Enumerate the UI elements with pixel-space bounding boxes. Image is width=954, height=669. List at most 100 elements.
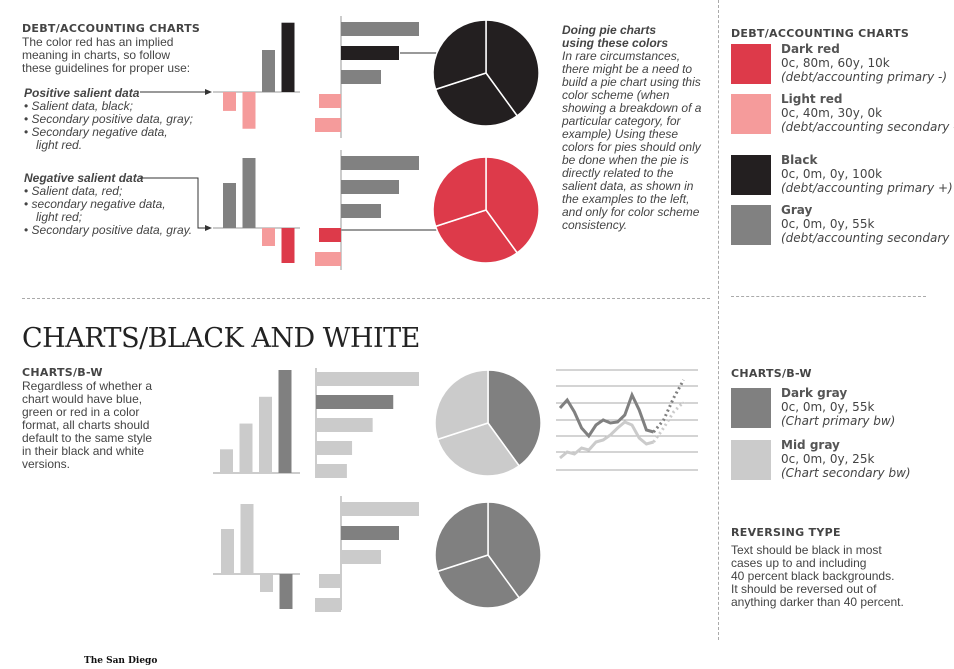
divider	[731, 296, 926, 297]
bar	[341, 526, 399, 540]
swatch-name: Mid gray	[781, 438, 840, 452]
text-line: directly related to the	[562, 166, 674, 180]
color-swatch	[731, 440, 771, 480]
bar	[341, 550, 381, 564]
swatch-cmyk: 0c, 0m, 0y, 100k	[781, 167, 883, 181]
bar	[239, 423, 253, 473]
swatch-use: (debt/accounting primary -)	[781, 70, 948, 84]
reversing-type-heading: REVERSING TYPE	[731, 526, 841, 539]
bw-heading: CHARTS/B-W	[22, 366, 103, 379]
bw-body: Regardless of whether a chart would have …	[22, 380, 192, 471]
color-swatch	[731, 205, 771, 245]
color-swatch	[731, 388, 771, 428]
swatch-name: Gray	[781, 203, 813, 217]
bar	[316, 441, 353, 455]
text-line: consistency.	[562, 218, 628, 232]
red-neg-horizontal-bar-chart	[315, 150, 419, 270]
swatch-use: (Chart secondary bw)	[781, 466, 911, 480]
pie-note-body: In rare circumstances, there might be a n…	[562, 50, 712, 232]
intro-line: these guidelines for proper use:	[22, 61, 191, 75]
bar	[281, 228, 295, 263]
swatch-use: (debt/accounting secondary +)	[781, 231, 954, 245]
bar	[279, 574, 293, 609]
text-line: versions.	[22, 457, 71, 471]
negative-salient-list: Salient data, red; secondary negative da…	[24, 185, 209, 237]
text-line: default to the same style	[22, 431, 153, 445]
bar	[315, 598, 341, 612]
pie-slice	[434, 209, 519, 264]
text-line: colors for pies should only	[562, 140, 701, 154]
bar	[262, 228, 275, 246]
pie-slice	[487, 369, 542, 467]
red-pos-pie-chart	[432, 19, 540, 127]
bar	[281, 22, 295, 93]
leader-line	[140, 177, 206, 229]
bar	[315, 252, 341, 266]
text-line: color scheme (when	[562, 88, 670, 102]
text-line: build a pie chart using this	[562, 75, 701, 89]
swatch-name: Light red	[781, 92, 843, 106]
debt-charts-heading: DEBT/ACCOUNTING CHARTS	[22, 22, 201, 35]
bar	[341, 70, 381, 84]
text-line: the examples to the left,	[562, 192, 690, 206]
red-pos-vertical-bar-chart	[213, 22, 300, 129]
list-item: Salient data, red;	[24, 185, 209, 198]
text-line: Regardless of whether a	[22, 379, 153, 393]
bar	[316, 395, 394, 409]
positive-salient-list: Salient data, black; Secondary positive …	[24, 100, 209, 152]
pie-note-title: Doing pie charts	[562, 23, 657, 37]
negative-salient-title: Negative salient data	[24, 171, 144, 185]
bw-pie-chart	[434, 369, 542, 477]
text-line: be done when the pie is	[562, 153, 689, 167]
positive-salient-title: Positive salient data	[24, 86, 140, 100]
bar	[240, 504, 254, 574]
text-line: showing a breakdown of a	[562, 101, 702, 115]
bar	[242, 92, 256, 129]
bar	[316, 418, 373, 432]
pie-slice	[432, 156, 487, 228]
swatch-cmyk: 0c, 40m, 30y, 0k	[781, 106, 883, 120]
text-line: particular category, for	[562, 114, 681, 128]
bw-horizontal-bar-chart	[315, 368, 419, 478]
color-swatch	[731, 94, 771, 134]
pie-slice	[432, 19, 487, 91]
bar	[221, 529, 234, 574]
pie-slice	[485, 156, 540, 254]
bar	[319, 94, 341, 108]
intro-line: The color red has an implied	[22, 35, 174, 49]
pie-slice	[436, 554, 521, 609]
bw-neg-vertical-bar-chart	[213, 504, 300, 609]
bar	[341, 46, 399, 60]
swatch-cmyk: 0c, 0m, 0y, 55k	[781, 400, 875, 414]
pie-note-title: using these colors	[562, 36, 669, 50]
bar	[316, 372, 419, 386]
color-swatch	[731, 44, 771, 84]
red-pos-horizontal-bar-chart	[315, 16, 419, 138]
pie-slice	[485, 19, 540, 117]
newspaper-logo: The San Diego	[84, 656, 158, 666]
swatch-cmyk: 0c, 0m, 0y, 25k	[781, 452, 875, 466]
list-item: light red;	[36, 210, 83, 224]
bw-neg-horizontal-bar-chart	[315, 496, 419, 612]
debt-charts-intro: The color red has an implied meaning in …	[22, 36, 212, 75]
palette-debt-heading: DEBT/ACCOUNTING CHARTS	[731, 27, 910, 40]
text-line: there might be a need to	[562, 62, 693, 76]
series-line	[559, 420, 655, 460]
reversing-type-body: Text should be black in most cases up to …	[731, 544, 931, 609]
swatch-cmyk: 0c, 0m, 0y, 55k	[781, 217, 875, 231]
bar	[260, 574, 273, 592]
bw-charts-graphics	[213, 368, 698, 612]
bar	[223, 92, 236, 111]
bar	[262, 50, 275, 92]
bw-pie-chart-2	[434, 501, 542, 609]
text-line: green or red in a color	[22, 405, 140, 419]
swatch-use: (Chart primary bw)	[781, 414, 896, 428]
bar	[259, 396, 272, 473]
pie-note: Doing pie charts using these colors In r…	[562, 24, 712, 232]
red-neg-pie-chart	[432, 156, 540, 264]
bar	[223, 183, 236, 228]
swatch-use: (debt/accounting primary +)	[781, 181, 953, 195]
bar	[278, 370, 292, 473]
red-neg-vertical-bar-chart	[213, 158, 300, 263]
text-line: anything darker than 40 percent.	[731, 595, 904, 609]
